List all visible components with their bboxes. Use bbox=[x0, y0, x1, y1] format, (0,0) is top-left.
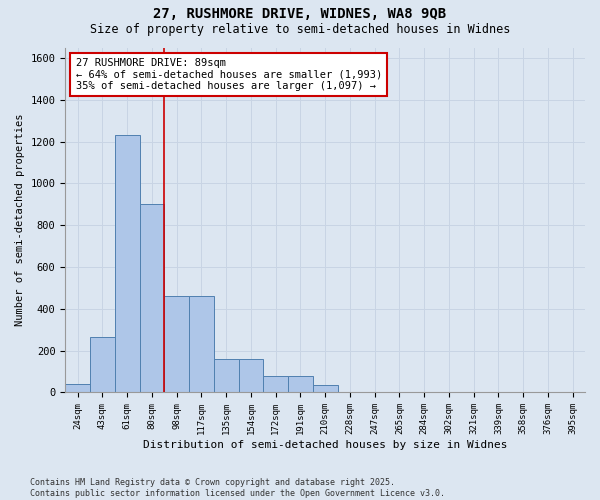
Text: Contains HM Land Registry data © Crown copyright and database right 2025.
Contai: Contains HM Land Registry data © Crown c… bbox=[30, 478, 445, 498]
Bar bbox=[239, 359, 263, 392]
Bar bbox=[263, 376, 288, 392]
X-axis label: Distribution of semi-detached houses by size in Widnes: Distribution of semi-detached houses by … bbox=[143, 440, 508, 450]
Bar bbox=[90, 337, 115, 392]
Bar bbox=[313, 385, 338, 392]
Bar bbox=[140, 204, 164, 392]
Text: Size of property relative to semi-detached houses in Widnes: Size of property relative to semi-detach… bbox=[90, 22, 510, 36]
Bar bbox=[164, 296, 189, 392]
Text: 27, RUSHMORE DRIVE, WIDNES, WA8 9QB: 27, RUSHMORE DRIVE, WIDNES, WA8 9QB bbox=[154, 8, 446, 22]
Bar bbox=[115, 136, 140, 392]
Bar bbox=[214, 359, 239, 392]
Text: 27 RUSHMORE DRIVE: 89sqm
← 64% of semi-detached houses are smaller (1,993)
35% o: 27 RUSHMORE DRIVE: 89sqm ← 64% of semi-d… bbox=[76, 58, 382, 91]
Y-axis label: Number of semi-detached properties: Number of semi-detached properties bbox=[15, 114, 25, 326]
Bar bbox=[189, 296, 214, 392]
Bar bbox=[65, 384, 90, 392]
Bar bbox=[288, 376, 313, 392]
